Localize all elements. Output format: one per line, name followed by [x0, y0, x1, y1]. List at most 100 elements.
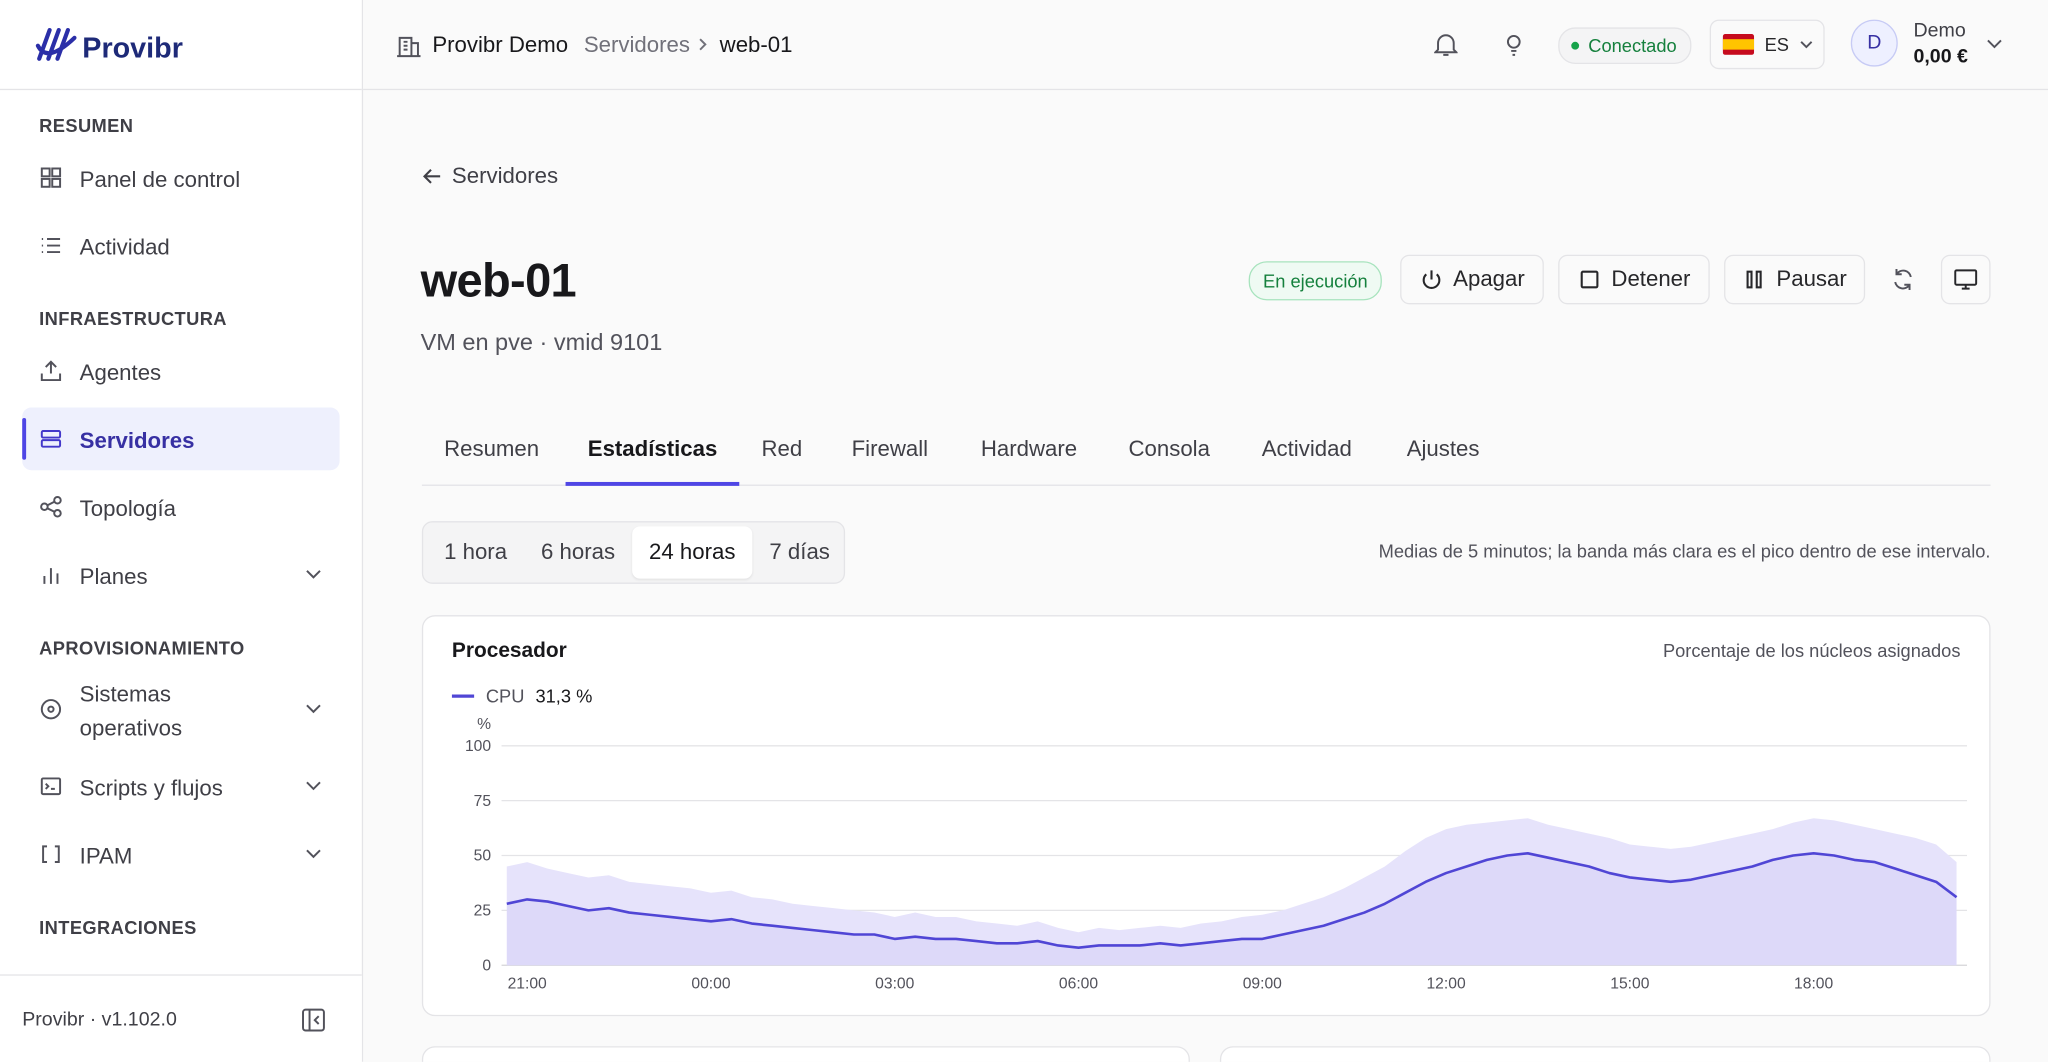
nav-label: Actividad: [79, 235, 170, 260]
connection-status: Conectado: [1558, 27, 1692, 64]
avatar[interactable]: D: [1850, 19, 1898, 67]
y-tick-label: 50: [474, 848, 492, 865]
back-arrow: [423, 169, 441, 184]
action-label: Pausar: [1776, 266, 1847, 292]
brand: Provibr: [82, 31, 183, 64]
nav-item[interactable]: Scripts y flujos: [22, 755, 339, 818]
active-indicator: [22, 417, 27, 460]
nav-icon: [40, 360, 62, 382]
legend-value: 31,3 %: [536, 686, 593, 707]
nav-item[interactable]: Planes: [22, 543, 339, 606]
x-tick-label: 00:00: [691, 976, 730, 993]
nav-label: Planes: [79, 564, 148, 590]
tab[interactable]: Ajustes: [1406, 436, 1480, 462]
area: [506, 853, 1957, 966]
language: ES: [1764, 33, 1789, 55]
nav-icon: [43, 568, 59, 584]
nav-icon: [40, 495, 62, 518]
line: [506, 852, 1958, 949]
x-tick-label: 09:00: [1243, 976, 1282, 993]
language-select[interactable]: ES: [1709, 19, 1825, 70]
nav-label: Panel de control: [79, 167, 241, 192]
y-tick-label: 75: [474, 793, 492, 810]
nav-item[interactable]: Servidores: [22, 407, 340, 471]
tab-indicator: [565, 481, 740, 486]
nav-label: Scripts y flujos: [79, 775, 223, 801]
sidebar: Provibr Provibr · v1.102.0 RESUMEN Panel …: [0, 0, 364, 1062]
org-icon: [397, 36, 421, 58]
nav-item[interactable]: Sistemas operativos: [22, 669, 339, 750]
range-option[interactable]: 7 días: [769, 539, 830, 565]
state-badge: En ejecución: [1248, 261, 1383, 301]
nav-item[interactable]: Panel de control: [22, 146, 339, 209]
breadcrumb[interactable]: Servidores: [583, 32, 690, 58]
chevron: [306, 849, 321, 859]
tips-button[interactable]: [1506, 34, 1522, 58]
chevron: [306, 781, 321, 791]
flag: [1722, 33, 1755, 55]
action-button[interactable]: Pausar: [1724, 254, 1866, 305]
nav-icon: [40, 699, 62, 720]
range-option[interactable]: 1 hora: [444, 539, 508, 565]
refresh-button[interactable]: [1878, 255, 1928, 305]
nav-label: Topología: [79, 496, 176, 522]
section-title: APROVISIONAMIENTO: [39, 637, 245, 659]
range-option[interactable]: 24 horas: [632, 526, 753, 579]
tab[interactable]: Red: [761, 436, 803, 462]
nav-icon: [40, 167, 62, 188]
cpu-chart: Procesador Porcentaje de los núcleos asi…: [451, 639, 1968, 993]
tab[interactable]: Resumen: [444, 436, 540, 462]
legend-label: CPU: [486, 686, 525, 707]
nav-label: Agentes: [79, 360, 162, 386]
nav-item[interactable]: Topología: [22, 475, 339, 538]
tab[interactable]: Estadísticas: [587, 436, 718, 462]
logo: [35, 27, 77, 61]
topbar: Provibr Demo Servidores web-01 Conectado…: [363, 0, 2048, 91]
action-button[interactable]: Detener: [1558, 254, 1710, 305]
server-subtitle: VM en pve · vmid 9101: [420, 329, 663, 356]
balance: 0,00 €: [1913, 45, 1968, 68]
range-option[interactable]: 6 horas: [540, 539, 616, 565]
server-name: web-01: [420, 253, 577, 307]
tab[interactable]: Firewall: [851, 436, 929, 462]
chevron: [306, 704, 321, 714]
chevron: [306, 570, 321, 579]
collapse-button[interactable]: [302, 1008, 326, 1032]
notifications-button[interactable]: [1434, 31, 1458, 57]
nav-item[interactable]: Actividad: [22, 214, 339, 277]
action-icon: [1746, 270, 1762, 289]
section-title: INFRAESTRUCTURA: [39, 308, 227, 330]
chevron: [1800, 41, 1812, 49]
tab[interactable]: Consola: [1128, 436, 1210, 462]
x-tick-label: 06:00: [1059, 976, 1098, 993]
card: [1219, 1046, 1991, 1062]
action-label: Apagar: [1453, 266, 1525, 292]
area: [506, 818, 1957, 966]
x-tick-label: 18:00: [1794, 976, 1833, 993]
tab[interactable]: Hardware: [980, 436, 1078, 462]
y-tick-label: 100: [465, 738, 491, 755]
user-name: Demo: [1913, 19, 1966, 42]
y-tick-label: 25: [474, 903, 492, 920]
status-text: Conectado: [1588, 35, 1677, 57]
action-icon: [1422, 270, 1440, 289]
section-title: INTEGRACIONES: [39, 916, 197, 938]
chart-subtitle: Porcentaje de los núcleos asignados: [1663, 640, 1961, 661]
x-tick-label: 15:00: [1610, 976, 1649, 993]
nav-item[interactable]: IPAM: [22, 823, 339, 886]
nav-icon: [40, 430, 62, 448]
user-menu-chevron[interactable]: [1987, 39, 2003, 49]
org-name[interactable]: Provibr Demo: [432, 32, 569, 58]
y-tick-label: 0: [482, 957, 491, 974]
console-button[interactable]: [1940, 254, 1991, 305]
back-link[interactable]: Servidores: [451, 163, 559, 189]
chart-note: Medias de 5 minutos; la banda más clara …: [1378, 540, 1991, 562]
x-tick-label: 21:00: [508, 976, 547, 993]
nav-item[interactable]: Agentes: [22, 340, 339, 403]
tab[interactable]: Actividad: [1261, 436, 1352, 462]
action-button[interactable]: Apagar: [1400, 254, 1544, 305]
chart-title: Procesador: [452, 639, 567, 662]
x-tick-label: 12:00: [1426, 976, 1465, 993]
